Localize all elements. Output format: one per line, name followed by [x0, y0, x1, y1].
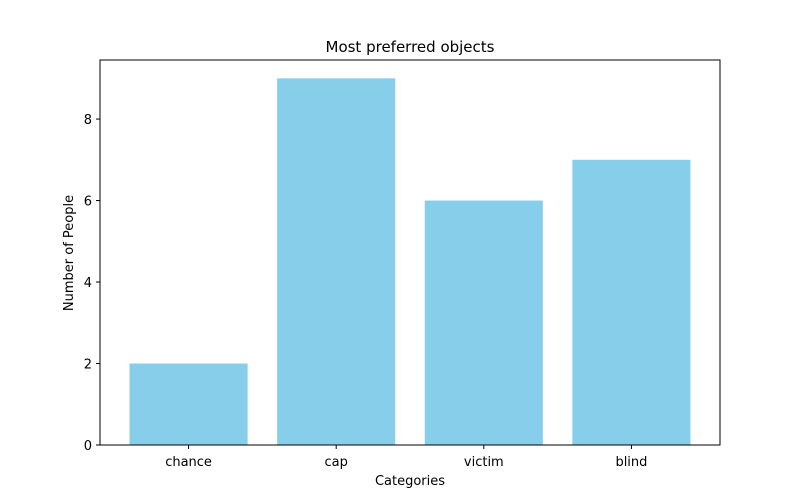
- x-tick-label: cap: [325, 455, 348, 470]
- chart-title: Most preferred objects: [326, 38, 495, 56]
- axes-frame: [99, 59, 721, 446]
- x-axis-label: Categories: [375, 474, 445, 489]
- y-tick-label: 0: [84, 439, 92, 454]
- y-tick-label: 2: [84, 358, 92, 373]
- y-tick-label: 6: [84, 195, 92, 210]
- x-axis-ticks: chance cap victim blind: [165, 445, 647, 470]
- y-axis-label: Number of People: [62, 195, 77, 311]
- bar-cap: [277, 78, 396, 445]
- x-tick-label: blind: [615, 455, 647, 470]
- bar-chance: [129, 363, 248, 445]
- y-tick-label: 8: [84, 113, 92, 128]
- bar-victim: [424, 200, 543, 445]
- x-tick-label: chance: [165, 455, 212, 470]
- bar-blind: [572, 159, 691, 445]
- bars-group: [129, 78, 691, 445]
- y-tick-label: 4: [84, 276, 92, 291]
- y-axis-ticks: 0 2 4 6 8: [84, 113, 100, 454]
- x-tick-label: victim: [464, 455, 504, 470]
